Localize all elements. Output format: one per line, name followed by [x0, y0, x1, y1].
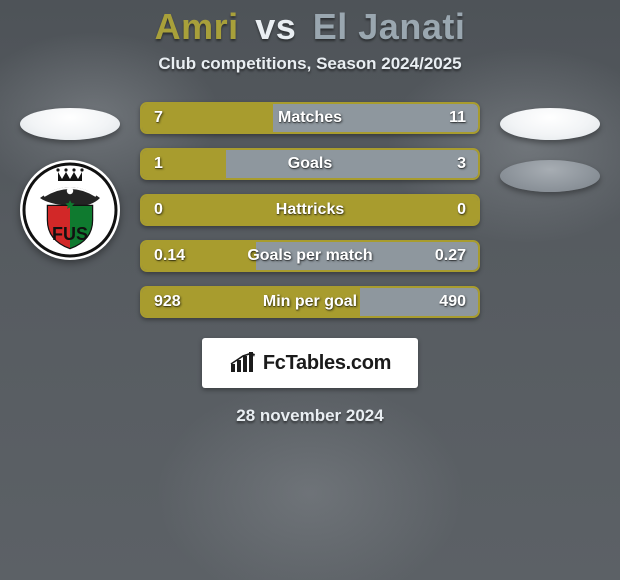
bar-value-left: 0.14 [154, 247, 185, 265]
date-text: 28 november 2024 [236, 406, 383, 426]
stat-bar: 7 11 Matches [140, 102, 480, 134]
bar-value-left: 7 [154, 109, 163, 127]
stat-bar: 1 3 Goals [140, 148, 480, 180]
bar-label: Goals [288, 155, 332, 173]
player1-name: Amri [155, 6, 239, 47]
vs-text: vs [255, 6, 296, 47]
comparison-area: FUS 7 11 Matches 1 3 Goals 0 0 Hattricks 0.14 0.27… [0, 102, 620, 318]
bar-value-right: 490 [439, 293, 466, 311]
bar-value-right: 11 [449, 109, 466, 127]
stat-bar: 928 490 Min per goal [140, 286, 480, 318]
player2-name: El Janati [313, 6, 466, 47]
bar-label: Hattricks [276, 201, 344, 219]
bar-label: Matches [278, 109, 342, 127]
right-club-oval [500, 160, 600, 192]
bar-label: Goals per match [247, 247, 372, 265]
bar-value-right: 0.27 [435, 247, 466, 265]
svg-text:FUS: FUS [52, 224, 88, 244]
right-side-column [500, 102, 600, 192]
bar-fill-right [226, 150, 478, 178]
left-side-column: FUS [20, 102, 120, 260]
left-player-oval [20, 108, 120, 140]
bar-value-left: 1 [154, 155, 163, 173]
bar-value-left: 928 [154, 293, 181, 311]
subtitle: Club competitions, Season 2024/2025 [158, 54, 461, 74]
stat-bars: 7 11 Matches 1 3 Goals 0 0 Hattricks 0.14 0.27 Goal… [140, 102, 480, 318]
club-crest-icon: FUS [20, 160, 120, 260]
bars-icon [229, 352, 257, 374]
page-title: Amri vs El Janati [155, 6, 466, 48]
right-player-oval [500, 108, 600, 140]
bar-value-right: 0 [457, 201, 466, 219]
bar-value-left: 0 [154, 201, 163, 219]
brand-box: FcTables.com [202, 338, 418, 388]
stat-bar: 0 0 Hattricks [140, 194, 480, 226]
stat-bar: 0.14 0.27 Goals per match [140, 240, 480, 272]
left-club-badge: FUS [20, 160, 120, 260]
bar-label: Min per goal [263, 293, 357, 311]
brand-text: FcTables.com [263, 352, 391, 375]
bar-value-right: 3 [457, 155, 466, 173]
